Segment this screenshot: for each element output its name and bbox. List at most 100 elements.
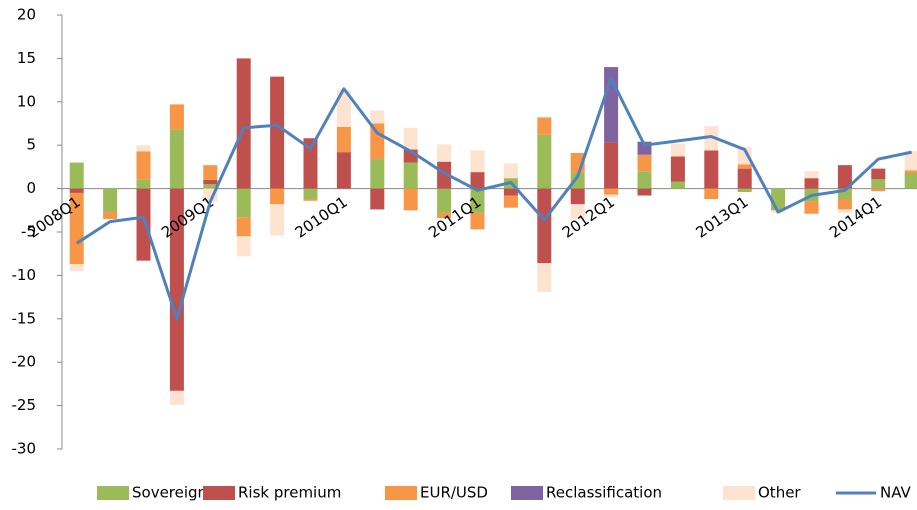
bar-segment [270,76,285,189]
bar-segment [837,188,852,200]
bar-segment [737,164,752,169]
legend-label: NAV [880,484,912,502]
bar-segment [704,188,719,200]
y-tick-label: -5 [21,223,36,241]
bar-segment [604,142,619,189]
x-tick-label: 2012Q1 [559,193,618,242]
bar-segment [537,134,552,189]
bar-segment [604,188,619,195]
bar-segment [470,212,485,230]
y-tick-label: -30 [12,440,37,458]
bar-segment [503,163,518,179]
legend-swatch [203,486,235,500]
bar-segment [437,144,452,162]
bar-segment [904,151,917,171]
legend-label: Risk premium [238,484,341,502]
bar-segment [904,170,917,173]
bar-segment [670,156,685,182]
y-tick-label: -15 [12,309,37,327]
bar-segment [537,117,552,135]
bar-segment [370,110,385,124]
bar-segment [871,168,886,180]
bar-segment [570,172,585,189]
bar-segment [69,188,84,193]
bar-segment [537,263,552,292]
bar-segment [804,178,819,189]
legend-swatch [385,486,417,500]
x-tick-label: 2010Q1 [292,193,351,242]
bar-segment [169,188,184,391]
bar-segment [169,390,184,405]
legend-swatch [723,486,755,500]
bar-segment [670,143,685,157]
bar-segment [503,188,518,196]
bar-segment [837,165,852,189]
bar-segment [637,188,652,196]
bar-segment [236,217,251,237]
bar-segment [837,209,852,213]
bar-segment [837,199,852,210]
bar-segment [437,212,452,219]
bar-segment [470,172,485,189]
bar-segment [537,188,552,264]
bar-segment [403,162,418,189]
bar-segment [437,161,452,189]
y-tick-label: -20 [12,353,37,371]
y-tick-label: 20 [17,6,36,24]
bar-segment [203,179,218,185]
bar-segment [604,194,619,198]
bar-segment [771,188,786,211]
x-tick-label: 2009Q1 [158,193,217,242]
bar-segment [871,179,886,189]
bar-segment [737,188,752,193]
bar-segment [169,129,184,189]
y-tick-label: -25 [12,396,37,414]
bar-segment [637,154,652,172]
bar-segment [704,150,719,189]
x-tick-label: 2014Q1 [826,193,885,242]
bar-segment [69,192,84,265]
bar-segment [503,195,518,208]
bar-segment [370,123,385,160]
bar-segment [470,150,485,173]
bar-segment [570,204,585,219]
legend-label: Sovereign [132,484,207,502]
bar-segment [303,199,318,201]
bar-segment [136,151,151,180]
bar-segment [69,264,84,272]
bar-segment [570,188,585,205]
bar-segment [804,201,819,214]
bar-segment [704,126,719,151]
bar-segment [637,171,652,189]
legend-label: Other [758,484,801,502]
bar-segment [336,152,351,189]
y-tick-label: 5 [26,136,36,154]
bar-segment [136,145,151,152]
bar-segment [871,188,886,192]
bar-segment [236,236,251,257]
y-tick-label: 0 [26,179,36,197]
legend-label: Reclassification [546,484,662,502]
bar-segment [136,179,151,189]
bar-segment [437,188,452,213]
bar-segment [737,168,752,189]
bar-segment [737,146,752,165]
bar-segment [303,138,318,189]
bar-segment [370,159,385,189]
bar-segment [270,188,285,205]
y-tick-label: 15 [17,49,36,67]
legend-swatch [511,486,543,500]
x-tick-label: 2013Q1 [692,193,751,242]
bar-segment [136,188,151,261]
bar-segment [303,188,318,200]
bar-segment [336,89,351,127]
y-tick-label: -10 [12,266,37,284]
bar-segment [904,172,917,189]
bar-segment [670,181,685,189]
bar-segment [804,171,819,179]
bar-segment [336,126,351,153]
y-tick-label: 10 [17,92,36,110]
bar-segment [470,188,485,213]
legend-label: EUR/USD [420,484,488,502]
